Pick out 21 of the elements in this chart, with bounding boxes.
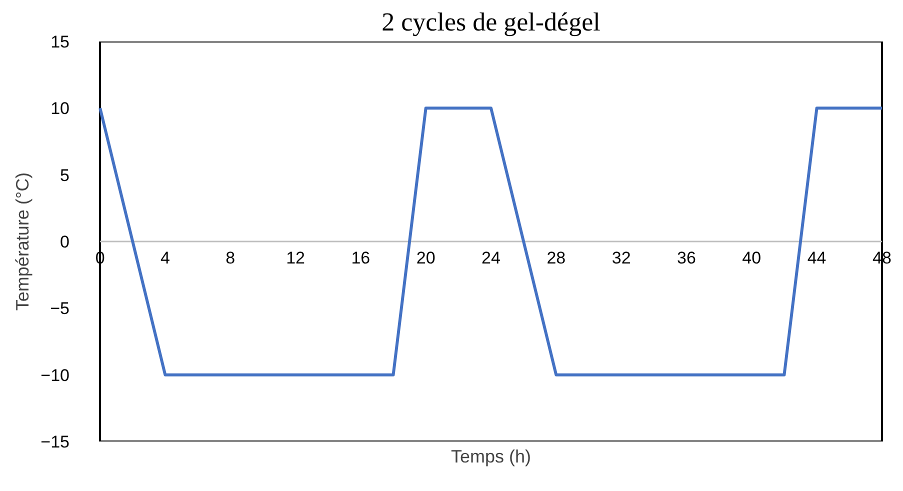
y-tick-label: 5 xyxy=(60,166,70,185)
x-tick-label: 32 xyxy=(612,248,631,268)
y-tick-label: 0 xyxy=(60,232,70,252)
chart-title: 2 cycles de gel-dégel xyxy=(382,8,600,36)
x-tick-label: 28 xyxy=(546,248,566,268)
x-tick-label: 12 xyxy=(286,248,305,268)
x-tick-label: 8 xyxy=(226,248,236,268)
x-axis-title: Temps (h) xyxy=(450,446,532,466)
y-tick-label: −10 xyxy=(40,366,70,385)
x-tick-label: 4 xyxy=(160,248,170,268)
y-axis-title: Température (°C) xyxy=(12,172,33,311)
x-tick-label: 40 xyxy=(742,248,762,268)
x-tick-label: 16 xyxy=(351,248,370,268)
x-tick-label: 44 xyxy=(807,248,826,268)
y-tick-label: −5 xyxy=(50,299,70,318)
x-tick-label: 36 xyxy=(677,248,696,268)
x-tick-label: 20 xyxy=(416,248,436,268)
y-tick-label: 15 xyxy=(50,32,70,52)
y-tick-label: −15 xyxy=(40,432,70,452)
x-tick-label: 24 xyxy=(482,248,500,268)
y-tick-label: 10 xyxy=(50,99,70,118)
